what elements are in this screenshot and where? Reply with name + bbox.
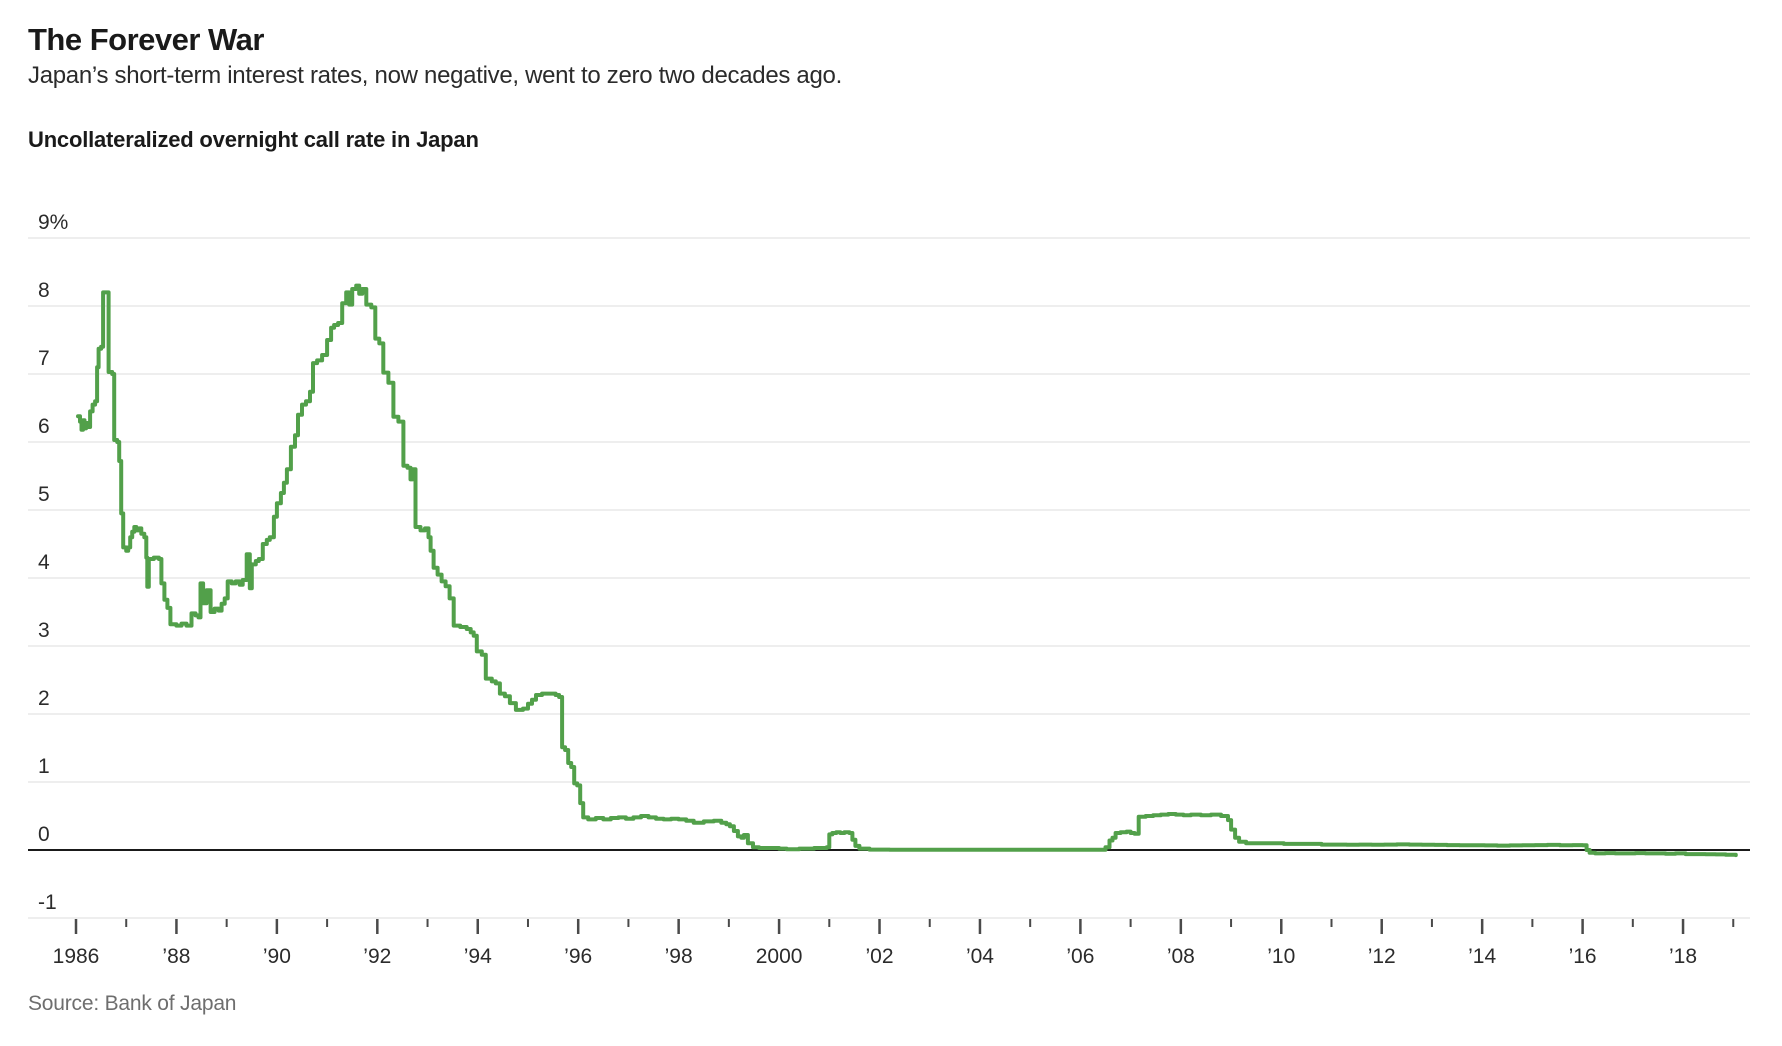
source-note: Source: Bank of Japan — [28, 992, 237, 1015]
x-tick-label: ’10 — [1267, 945, 1295, 968]
y-tick-label: 8 — [38, 279, 50, 302]
y-tick-label: -1 — [38, 891, 57, 914]
x-tick-label: ’02 — [866, 945, 894, 968]
y-tick-label: 3 — [38, 619, 50, 642]
y-tick-label: 4 — [38, 551, 50, 574]
y-tick-label: 2 — [38, 687, 50, 710]
panel-label: Uncollateralized overnight call rate in … — [28, 127, 479, 152]
x-tick-label: ’96 — [564, 945, 592, 968]
x-tick-label: ’94 — [464, 945, 492, 968]
x-tick-label: 1986 — [53, 945, 100, 968]
x-tick-label: ’04 — [966, 945, 994, 968]
x-tick-label: ’16 — [1569, 945, 1597, 968]
y-tick-label: 1 — [38, 755, 50, 778]
chart-subtitle: Japan’s short-term interest rates, now n… — [28, 62, 842, 89]
y-tick-label: 9% — [38, 211, 68, 234]
x-tick-label: ’98 — [665, 945, 693, 968]
x-tick-label: ’08 — [1167, 945, 1195, 968]
y-tick-label: 7 — [38, 347, 50, 370]
call-rate-line — [76, 283, 1738, 858]
x-tick-label: ’88 — [162, 945, 190, 968]
x-tick-label: ’18 — [1669, 945, 1697, 968]
x-tick-label: ’92 — [363, 945, 391, 968]
y-tick-label: 6 — [38, 415, 50, 438]
y-tick-label: 0 — [38, 823, 50, 846]
x-tick-label: ’06 — [1066, 945, 1094, 968]
x-tick-label: ’14 — [1468, 945, 1496, 968]
x-tick-label: ’90 — [263, 945, 291, 968]
x-tick-label: ’12 — [1368, 945, 1396, 968]
chart-title: The Forever War — [28, 22, 264, 57]
x-tick-label: 2000 — [756, 945, 803, 968]
y-tick-label: 5 — [38, 483, 50, 506]
